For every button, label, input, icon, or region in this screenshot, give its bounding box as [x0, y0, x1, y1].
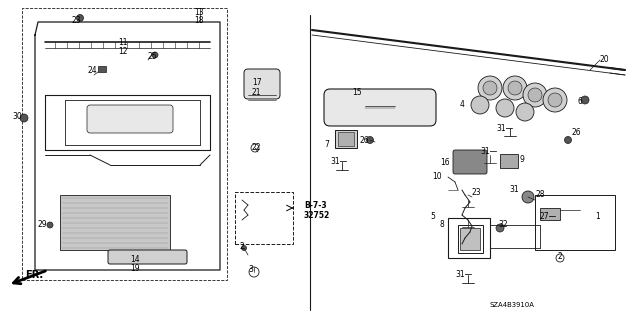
Circle shape: [516, 103, 534, 121]
Text: 26: 26: [572, 128, 582, 137]
Bar: [448, 218, 490, 258]
Text: 16: 16: [440, 158, 450, 167]
Circle shape: [528, 88, 542, 102]
Text: 20: 20: [600, 55, 610, 64]
Text: 31—: 31—: [496, 124, 513, 133]
Bar: [535, 195, 615, 250]
Text: 11: 11: [118, 38, 127, 47]
Circle shape: [523, 83, 547, 107]
Bar: [540, 208, 560, 220]
Text: 32752: 32752: [304, 211, 330, 219]
Circle shape: [47, 222, 53, 228]
Circle shape: [503, 76, 527, 100]
Text: 31: 31: [509, 185, 518, 194]
FancyBboxPatch shape: [324, 89, 436, 126]
Circle shape: [20, 114, 28, 122]
Text: 25: 25: [148, 52, 157, 61]
Text: B-7-3: B-7-3: [304, 201, 326, 210]
Circle shape: [241, 246, 246, 250]
Text: 13: 13: [194, 8, 204, 17]
Bar: [60, 195, 170, 250]
Text: 5: 5: [430, 212, 435, 221]
Text: 3: 3: [248, 265, 253, 274]
Circle shape: [522, 191, 534, 203]
Circle shape: [543, 88, 567, 112]
Text: 10: 10: [432, 172, 442, 181]
Text: 7: 7: [324, 140, 329, 149]
FancyBboxPatch shape: [108, 250, 187, 264]
Circle shape: [471, 96, 489, 114]
Circle shape: [367, 137, 374, 144]
Bar: [98, 66, 106, 72]
Text: 14: 14: [130, 255, 140, 264]
Text: 8: 8: [440, 220, 445, 229]
Text: 29: 29: [38, 220, 47, 229]
Text: 23: 23: [472, 188, 482, 197]
Text: 31—: 31—: [330, 157, 348, 166]
Text: 15: 15: [352, 88, 362, 97]
Bar: [500, 154, 518, 168]
Text: 1: 1: [595, 212, 600, 221]
Text: 31—: 31—: [455, 270, 472, 279]
Text: 26: 26: [360, 136, 370, 145]
Text: 27—: 27—: [540, 212, 557, 221]
Text: 22: 22: [252, 143, 262, 152]
Text: 9: 9: [520, 155, 525, 164]
Text: 4: 4: [460, 100, 465, 109]
Circle shape: [478, 76, 502, 100]
Circle shape: [581, 96, 589, 104]
Circle shape: [508, 81, 522, 95]
Bar: [335, 130, 357, 148]
Text: FR.: FR.: [25, 270, 43, 280]
Circle shape: [496, 99, 514, 117]
Circle shape: [152, 52, 158, 58]
Circle shape: [483, 81, 497, 95]
Text: 30: 30: [12, 112, 22, 121]
Bar: [458, 225, 483, 253]
Text: 31—: 31—: [480, 147, 497, 156]
Text: 32: 32: [498, 220, 508, 229]
Circle shape: [496, 224, 504, 232]
Circle shape: [77, 14, 83, 21]
FancyBboxPatch shape: [244, 69, 280, 99]
Bar: [338, 132, 354, 146]
Text: 24: 24: [88, 66, 98, 75]
Text: 19: 19: [130, 264, 140, 273]
Text: SZA4B3910A: SZA4B3910A: [490, 302, 535, 308]
FancyBboxPatch shape: [453, 150, 487, 174]
Bar: [235, 192, 293, 244]
Text: 23: 23: [72, 16, 82, 25]
Text: 21: 21: [252, 88, 262, 97]
Text: 2: 2: [558, 252, 563, 261]
Text: 28: 28: [535, 190, 545, 199]
FancyBboxPatch shape: [87, 105, 173, 133]
Text: 6: 6: [578, 97, 583, 106]
Circle shape: [564, 137, 572, 144]
Circle shape: [548, 93, 562, 107]
Text: 17: 17: [252, 78, 262, 87]
Bar: [460, 228, 480, 250]
Text: 12: 12: [118, 47, 127, 56]
Bar: [22, 8, 227, 280]
Text: 18: 18: [194, 16, 204, 25]
Text: 2: 2: [240, 242, 244, 251]
